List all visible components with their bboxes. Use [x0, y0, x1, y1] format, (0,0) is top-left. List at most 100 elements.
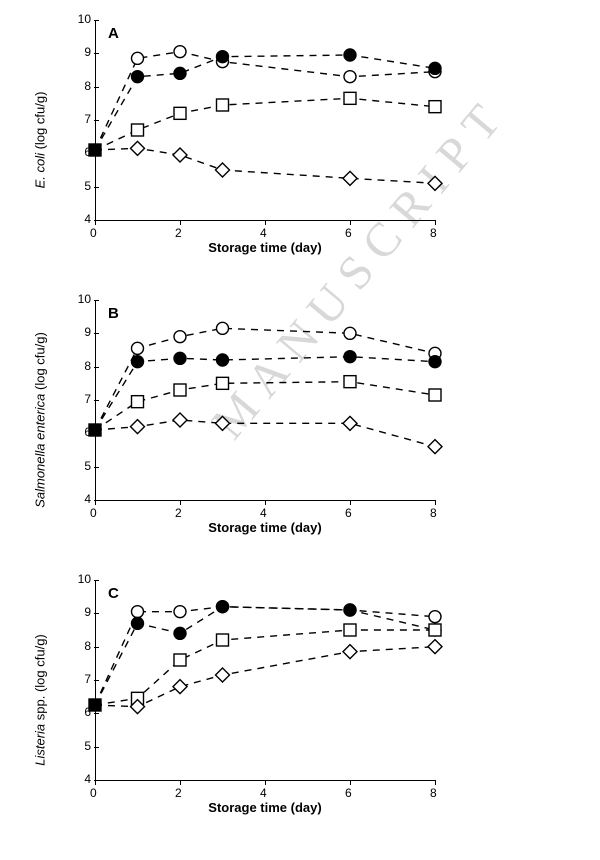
- x-tick-label: 0: [90, 226, 97, 240]
- marker-open_circle: [174, 46, 186, 58]
- y-tick-label: 9: [75, 45, 91, 59]
- marker-open_circle: [174, 331, 186, 343]
- marker-open_square: [217, 634, 229, 646]
- y-tick-label: 5: [75, 179, 91, 193]
- x-tick-label: 2: [175, 786, 182, 800]
- y-tick-label: 10: [75, 572, 91, 586]
- marker-open_diamond: [131, 141, 145, 155]
- panel-C: CListeria spp. (log cfu/g)Storage time (…: [50, 570, 470, 830]
- x-axis-label: Storage time (day): [95, 800, 435, 815]
- marker-open_diamond: [428, 440, 442, 454]
- series-line: [95, 630, 435, 705]
- marker-open_square: [132, 396, 144, 408]
- x-tick-label: 4: [260, 226, 267, 240]
- y-tick-label: 4: [75, 772, 91, 786]
- x-tick-label: 6: [345, 506, 352, 520]
- marker-open_circle: [344, 327, 356, 339]
- marker-filled_circle: [132, 356, 144, 368]
- x-tick-label: 6: [345, 786, 352, 800]
- panel-B: BSalmonella enterica (log cfu/g)Storage …: [50, 290, 470, 550]
- x-tick-label: 8: [430, 226, 437, 240]
- chart-svg: [95, 580, 435, 780]
- y-axis-label: E. coli (log cfu/g): [33, 92, 48, 189]
- marker-open_square: [344, 376, 356, 388]
- x-tick-label: 8: [430, 786, 437, 800]
- y-tick-label: 7: [75, 392, 91, 406]
- marker-open_circle: [429, 611, 441, 623]
- marker-open_square: [217, 99, 229, 111]
- marker-open_diamond: [343, 171, 357, 185]
- marker-open_circle: [132, 606, 144, 618]
- y-axis-label: Salmonella enterica (log cfu/g): [33, 332, 48, 508]
- marker-open_diamond: [216, 416, 230, 430]
- marker-open_diamond: [131, 420, 145, 434]
- chart-svg: [95, 20, 435, 220]
- marker-filled_circle: [132, 617, 144, 629]
- series-line: [95, 357, 435, 430]
- marker-open_square: [132, 124, 144, 136]
- y-tick-label: 10: [75, 12, 91, 26]
- series-line: [95, 52, 435, 150]
- marker-open_diamond: [173, 148, 187, 162]
- y-tick-label: 5: [75, 739, 91, 753]
- y-tick-label: 4: [75, 212, 91, 226]
- marker-open_square: [174, 654, 186, 666]
- marker-filled_circle: [217, 601, 229, 613]
- marker-open_diamond: [173, 680, 187, 694]
- panel-A: AE. coli (log cfu/g)Storage time (day)45…: [50, 10, 470, 270]
- marker-filled_circle: [344, 49, 356, 61]
- marker-open_circle: [217, 322, 229, 334]
- marker-open_circle: [132, 342, 144, 354]
- series-line: [95, 328, 435, 430]
- y-tick-label: 7: [75, 112, 91, 126]
- marker-open_diamond: [343, 416, 357, 430]
- x-tick-label: 6: [345, 226, 352, 240]
- x-tick-label: 2: [175, 226, 182, 240]
- series-line: [95, 420, 435, 447]
- marker-start_square: [89, 699, 101, 711]
- marker-open_square: [344, 92, 356, 104]
- y-tick-label: 5: [75, 459, 91, 473]
- marker-open_square: [217, 377, 229, 389]
- series-line: [95, 647, 435, 707]
- marker-filled_circle: [217, 51, 229, 63]
- x-tick-label: 2: [175, 506, 182, 520]
- marker-open_circle: [344, 71, 356, 83]
- marker-open_square: [429, 389, 441, 401]
- y-tick-label: 8: [75, 359, 91, 373]
- y-tick-label: 9: [75, 605, 91, 619]
- marker-open_diamond: [216, 668, 230, 682]
- x-tick-label: 4: [260, 786, 267, 800]
- marker-start_square: [89, 424, 101, 436]
- x-axis-label: Storage time (day): [95, 240, 435, 255]
- series-line: [95, 55, 435, 150]
- x-tick-label: 4: [260, 506, 267, 520]
- y-tick-label: 8: [75, 79, 91, 93]
- marker-open_diamond: [216, 163, 230, 177]
- series-line: [95, 98, 435, 150]
- y-axis-label: Listeria spp. (log cfu/g): [33, 634, 48, 766]
- x-tick-label: 0: [90, 786, 97, 800]
- y-tick-label: 10: [75, 292, 91, 306]
- marker-open_square: [344, 624, 356, 636]
- y-tick-label: 7: [75, 672, 91, 686]
- marker-open_diamond: [428, 640, 442, 654]
- marker-filled_circle: [217, 354, 229, 366]
- marker-filled_circle: [429, 356, 441, 368]
- marker-filled_circle: [174, 67, 186, 79]
- marker-open_square: [429, 624, 441, 636]
- marker-filled_circle: [132, 71, 144, 83]
- marker-open_square: [174, 107, 186, 119]
- marker-open_diamond: [173, 413, 187, 427]
- x-axis-label: Storage time (day): [95, 520, 435, 535]
- marker-start_square: [89, 144, 101, 156]
- marker-filled_circle: [344, 351, 356, 363]
- chart-svg: [95, 300, 435, 500]
- x-tick-label: 0: [90, 506, 97, 520]
- marker-open_square: [429, 101, 441, 113]
- marker-filled_circle: [429, 62, 441, 74]
- marker-filled_circle: [344, 604, 356, 616]
- marker-open_diamond: [428, 176, 442, 190]
- marker-open_circle: [132, 52, 144, 64]
- y-tick-label: 4: [75, 492, 91, 506]
